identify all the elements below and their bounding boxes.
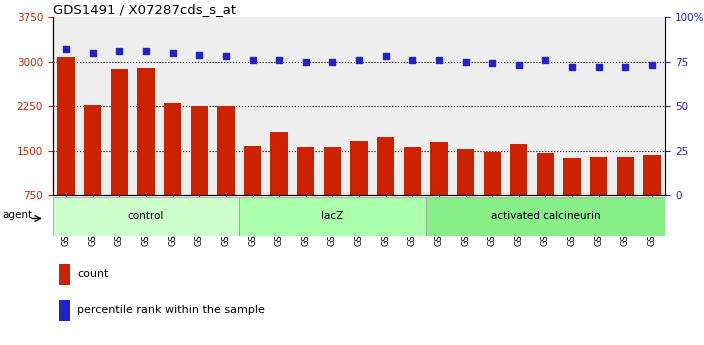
Bar	[351, 141, 367, 239]
Point	[513, 62, 524, 68]
Point	[646, 62, 658, 68]
Bar	[218, 106, 234, 239]
Point	[486, 61, 498, 66]
Point	[353, 57, 365, 63]
Text: GDS1491 / X07287cds_s_at: GDS1491 / X07287cds_s_at	[53, 3, 236, 16]
Text: count: count	[77, 269, 109, 279]
Point	[194, 52, 205, 57]
Bar	[430, 142, 448, 239]
Bar	[426, 197, 665, 236]
Point	[327, 59, 338, 65]
Bar	[510, 144, 527, 239]
Bar	[563, 158, 581, 239]
Bar	[58, 57, 75, 239]
Point	[380, 53, 391, 59]
Point	[274, 57, 285, 63]
Point	[114, 48, 125, 54]
Point	[140, 48, 151, 54]
Bar	[643, 155, 660, 239]
Point	[620, 64, 631, 70]
Bar	[244, 146, 261, 239]
Point	[460, 59, 471, 65]
Point	[167, 50, 178, 56]
Bar	[270, 131, 288, 239]
Point	[61, 47, 72, 52]
Bar	[239, 197, 426, 236]
Text: control: control	[128, 211, 164, 221]
Bar	[403, 147, 421, 239]
Point	[247, 57, 258, 63]
Bar	[164, 102, 182, 239]
Bar	[59, 264, 70, 285]
Point	[407, 57, 418, 63]
Bar	[457, 149, 474, 239]
Point	[220, 53, 232, 59]
Point	[300, 59, 311, 65]
Bar	[377, 137, 394, 239]
Text: percentile rank within the sample: percentile rank within the sample	[77, 305, 265, 315]
Bar	[191, 106, 208, 239]
Text: lacZ: lacZ	[321, 211, 344, 221]
Bar	[324, 147, 341, 239]
Bar	[617, 157, 634, 239]
Bar	[111, 69, 128, 239]
Bar	[590, 157, 608, 239]
Point	[567, 64, 578, 70]
Text: agent: agent	[3, 209, 33, 219]
Text: activated calcineurin: activated calcineurin	[491, 211, 601, 221]
Point	[593, 64, 604, 70]
Bar	[297, 147, 315, 239]
Bar	[536, 154, 554, 239]
Point	[540, 57, 551, 63]
Point	[433, 57, 444, 63]
Bar	[53, 197, 239, 236]
Bar	[59, 299, 70, 321]
Point	[87, 50, 99, 56]
Bar	[84, 105, 101, 239]
Bar	[137, 68, 155, 239]
Bar	[484, 152, 501, 239]
